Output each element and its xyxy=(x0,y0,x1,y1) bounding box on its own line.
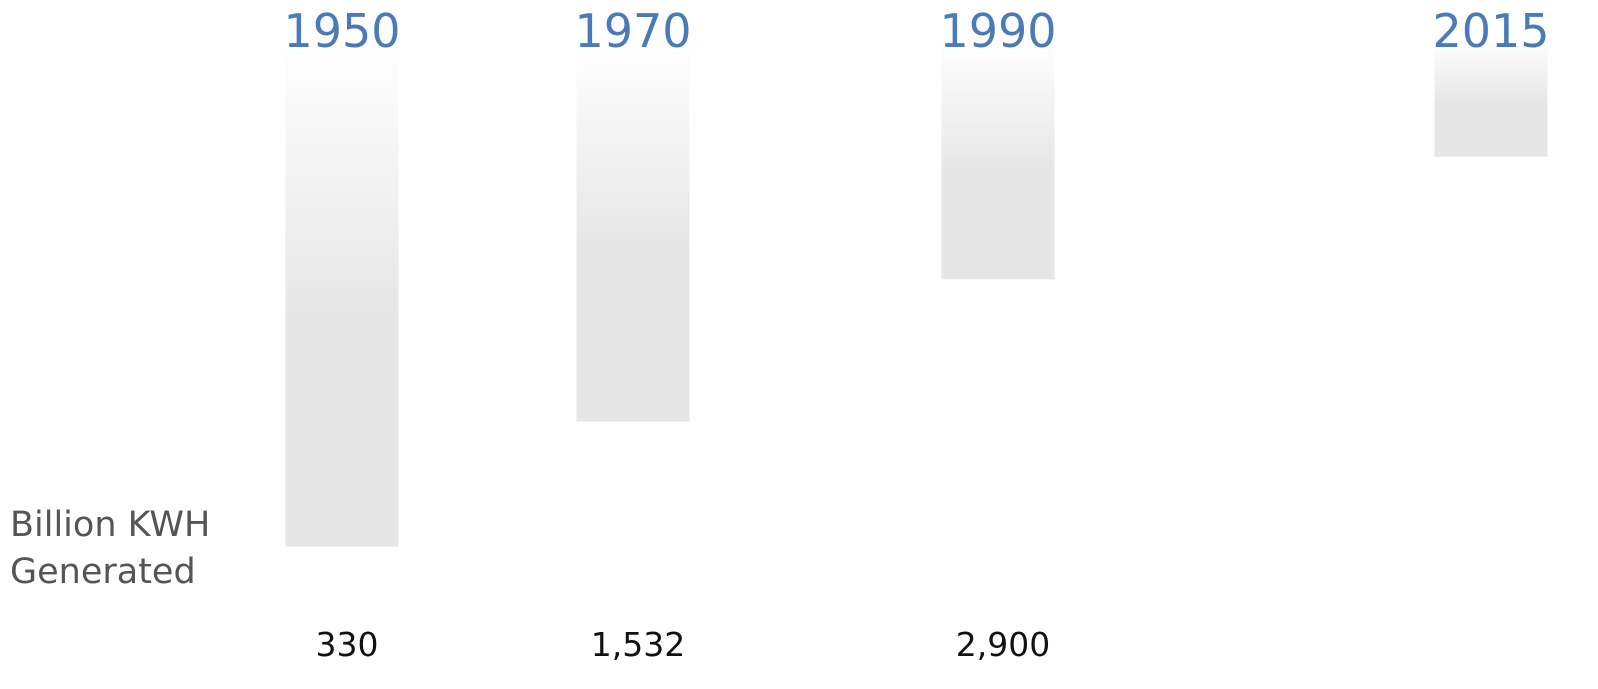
category-label: 1990 xyxy=(939,4,1056,58)
bar xyxy=(576,40,690,422)
category-label: 2015 xyxy=(1432,4,1549,58)
category-label: 1970 xyxy=(574,4,691,58)
bar xyxy=(285,40,399,547)
value-label: 1,532 xyxy=(591,625,685,664)
y-axis-label: Billion KWH Generated xyxy=(10,505,211,592)
bar xyxy=(1434,40,1548,157)
category-label: 1950 xyxy=(283,4,400,58)
value-label: 330 xyxy=(316,625,379,664)
bar xyxy=(941,40,1055,280)
value-label: 2,900 xyxy=(956,625,1050,664)
